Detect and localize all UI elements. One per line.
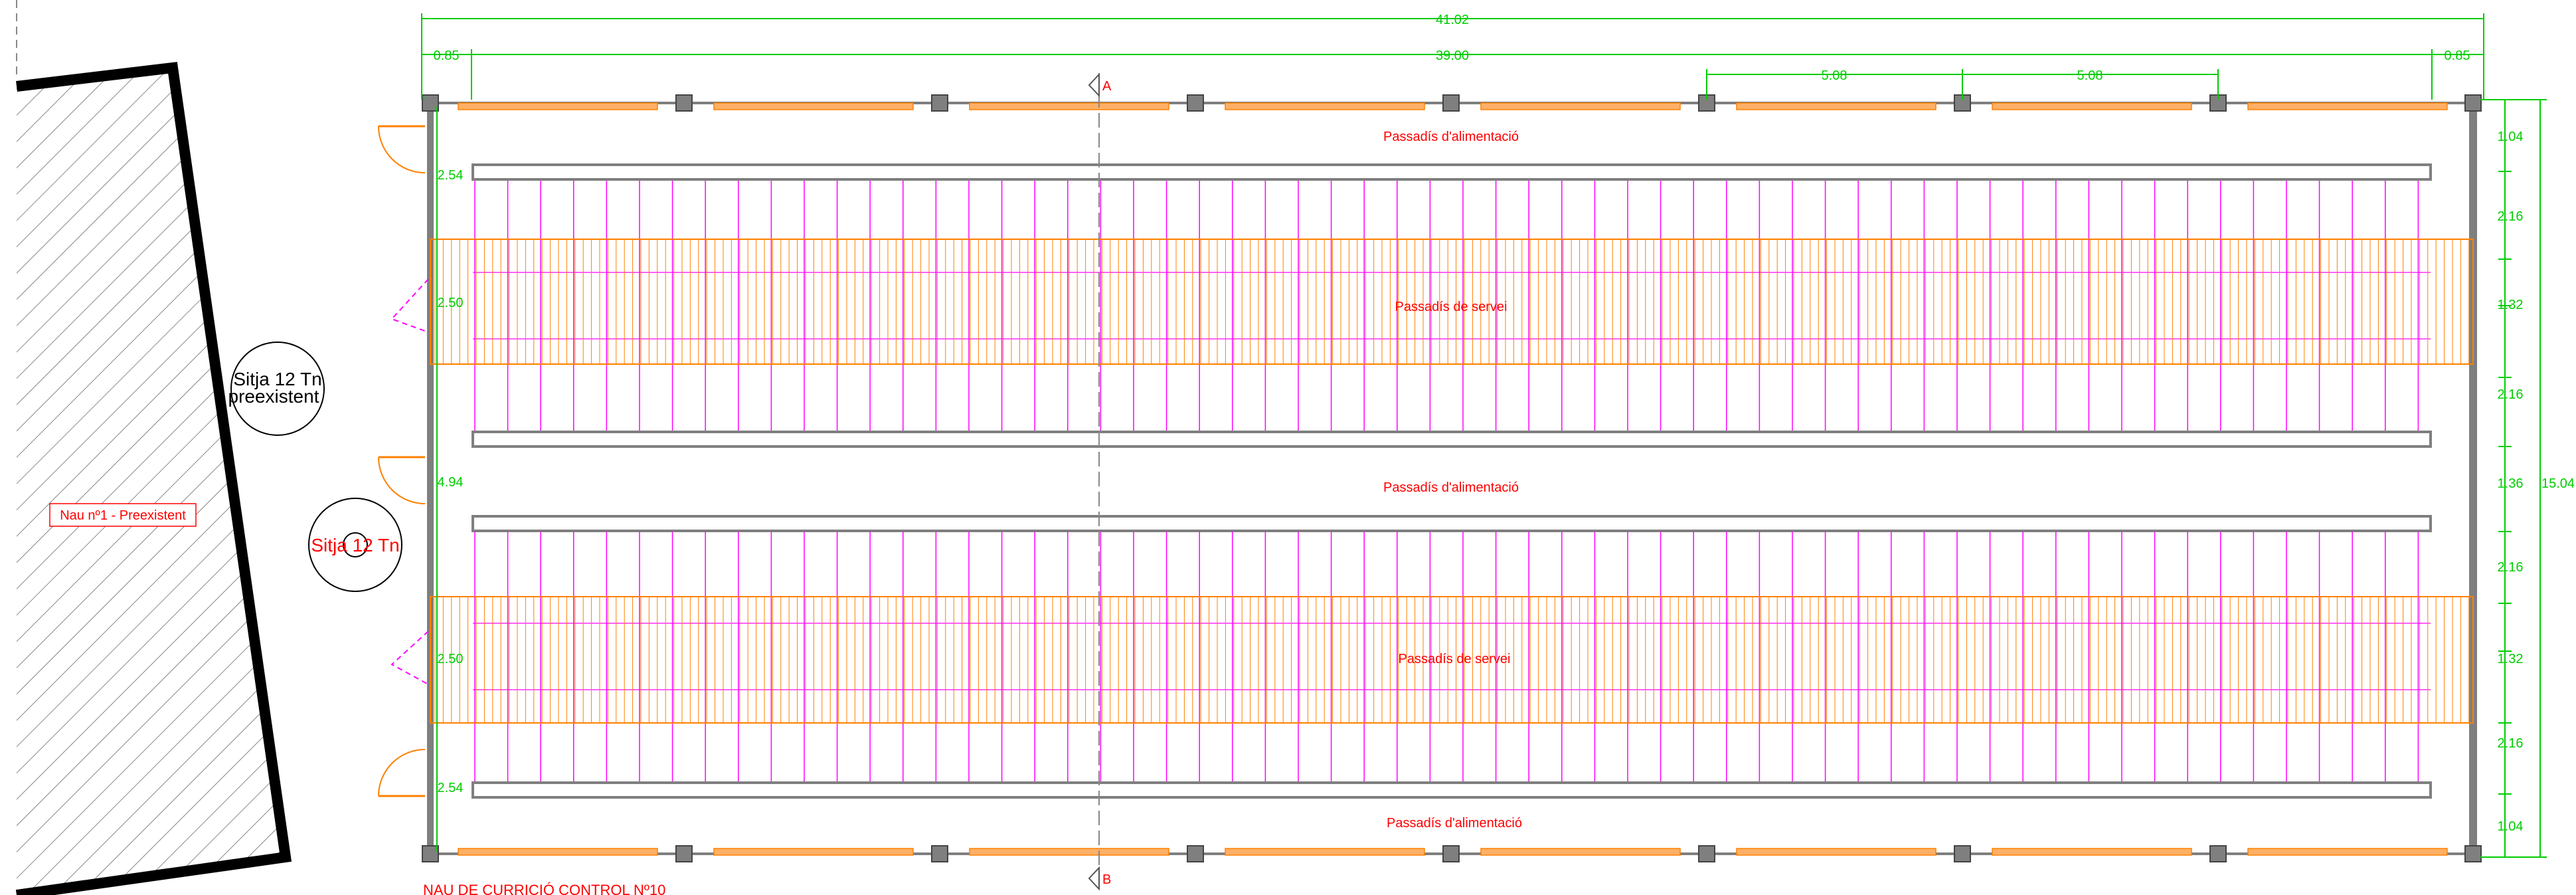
column	[1954, 845, 1971, 862]
dim-right-segment: 1.36	[2498, 476, 2524, 491]
window	[713, 102, 914, 110]
service-corridor-label-top: Passadís de servei	[1395, 300, 1507, 314]
window	[2247, 102, 2448, 110]
window	[2247, 848, 2448, 856]
top-dimensions	[421, 13, 2484, 100]
dim-right-segment: 1.04	[2498, 130, 2524, 144]
column	[931, 845, 948, 862]
existing-silo-label-line1: Sitja 12 Tn	[233, 369, 321, 389]
slatted-floor	[430, 239, 2474, 724]
service-corridor-label-bottom: Passadís de servei	[1399, 652, 1511, 666]
service-door-bottom	[390, 631, 429, 685]
column	[1442, 94, 1460, 112]
dim-total-width: 15.04	[2541, 476, 2575, 491]
right-dimension-labels: 1.04 2.16 1.32 2.16 1.36 2.16 1.32 2.16 1.04	[2498, 99, 2524, 858]
dim-bay-1: 5.08	[1822, 68, 1847, 83]
existing-silo: Sitja 12 Tn preexistent	[228, 342, 325, 436]
slat-band	[430, 239, 2474, 365]
window	[458, 848, 658, 856]
new-silo: Sitja 12 Tn	[308, 498, 402, 592]
section-b-label: B	[1102, 872, 1111, 887]
structural-columns	[422, 94, 2482, 862]
window	[1736, 102, 1936, 110]
building-shell	[378, 102, 2477, 855]
dim-left-segment: 2.50	[438, 296, 464, 310]
right-dimensions	[2480, 99, 2547, 858]
dim-left-segment: 4.94	[438, 475, 464, 490]
column	[422, 94, 439, 112]
column	[2209, 845, 2227, 862]
window	[969, 848, 1169, 856]
dim-left-segment: 2.50	[438, 652, 464, 666]
dim-total-length: 41.02	[1436, 13, 1469, 27]
column	[931, 94, 948, 112]
dim-right-margin: 0.85	[2445, 49, 2470, 63]
column	[1698, 845, 1715, 862]
existing-building-label: Nau nº1 - Preexistent	[60, 508, 186, 523]
window	[1992, 102, 2192, 110]
slat-band	[430, 596, 2474, 724]
window	[969, 102, 1169, 110]
column	[675, 94, 693, 112]
new-silo-label: Sitja 12 Tn	[311, 535, 399, 555]
dim-right-segment: 2.16	[2498, 387, 2524, 402]
column	[2464, 845, 2482, 862]
window	[1480, 848, 1681, 856]
windows	[458, 102, 2448, 856]
pen-dividers	[473, 181, 2431, 781]
feed-corridor-label-middle: Passadís d'alimentació	[1383, 480, 1519, 495]
column	[1187, 94, 1204, 112]
window	[1480, 102, 1681, 110]
section-line: A B	[1088, 72, 1112, 891]
door-bottom-left	[378, 749, 426, 797]
feed-corridor-label-top: Passadís d'alimentació	[1383, 130, 1519, 144]
feeder-troughs	[472, 163, 2432, 799]
dim-bay-2: 5.08	[2077, 68, 2103, 83]
feed-corridor-label-bottom: Passadís d'alimentació	[1387, 816, 1522, 831]
window	[1225, 848, 1425, 856]
window	[1225, 102, 1425, 110]
existing-building: Nau nº1 - Preexistent	[15, 62, 292, 895]
window	[713, 848, 914, 856]
dim-left-margin: 0.85	[434, 49, 460, 63]
column	[422, 845, 439, 862]
column	[1442, 845, 1460, 862]
window	[1736, 848, 1936, 856]
feeder-trough	[472, 431, 2432, 448]
feeder-trough	[472, 781, 2432, 799]
dim-right-segment: 1.04	[2498, 819, 2524, 834]
dim-left-segment: 2.54	[438, 168, 464, 183]
window	[1992, 848, 2192, 856]
window	[458, 102, 658, 110]
feeder-trough	[472, 163, 2432, 181]
door-middle-left	[378, 456, 426, 504]
feeder-trough	[472, 515, 2432, 532]
dim-right-segment: 2.16	[2498, 736, 2524, 751]
existing-silo-label-line2: preexistent	[228, 386, 319, 407]
service-door-top	[390, 278, 429, 333]
column	[675, 845, 693, 862]
dim-right-segment: 1.32	[2498, 298, 2524, 312]
dim-left-segment: 2.54	[438, 781, 464, 795]
column	[2464, 94, 2482, 112]
building-title: NAU DE CURRICIÓ CONTROL Nº10	[423, 882, 665, 895]
dim-right-segment: 2.16	[2498, 209, 2524, 224]
dim-inner-length: 39.00	[1436, 49, 1469, 63]
section-a-label: A	[1102, 79, 1112, 94]
existing-building-label-box	[49, 503, 197, 527]
column	[1187, 845, 1204, 862]
dim-right-segment: 2.16	[2498, 560, 2524, 575]
dim-right-segment: 1.32	[2498, 652, 2524, 666]
door-top-left	[378, 125, 426, 173]
